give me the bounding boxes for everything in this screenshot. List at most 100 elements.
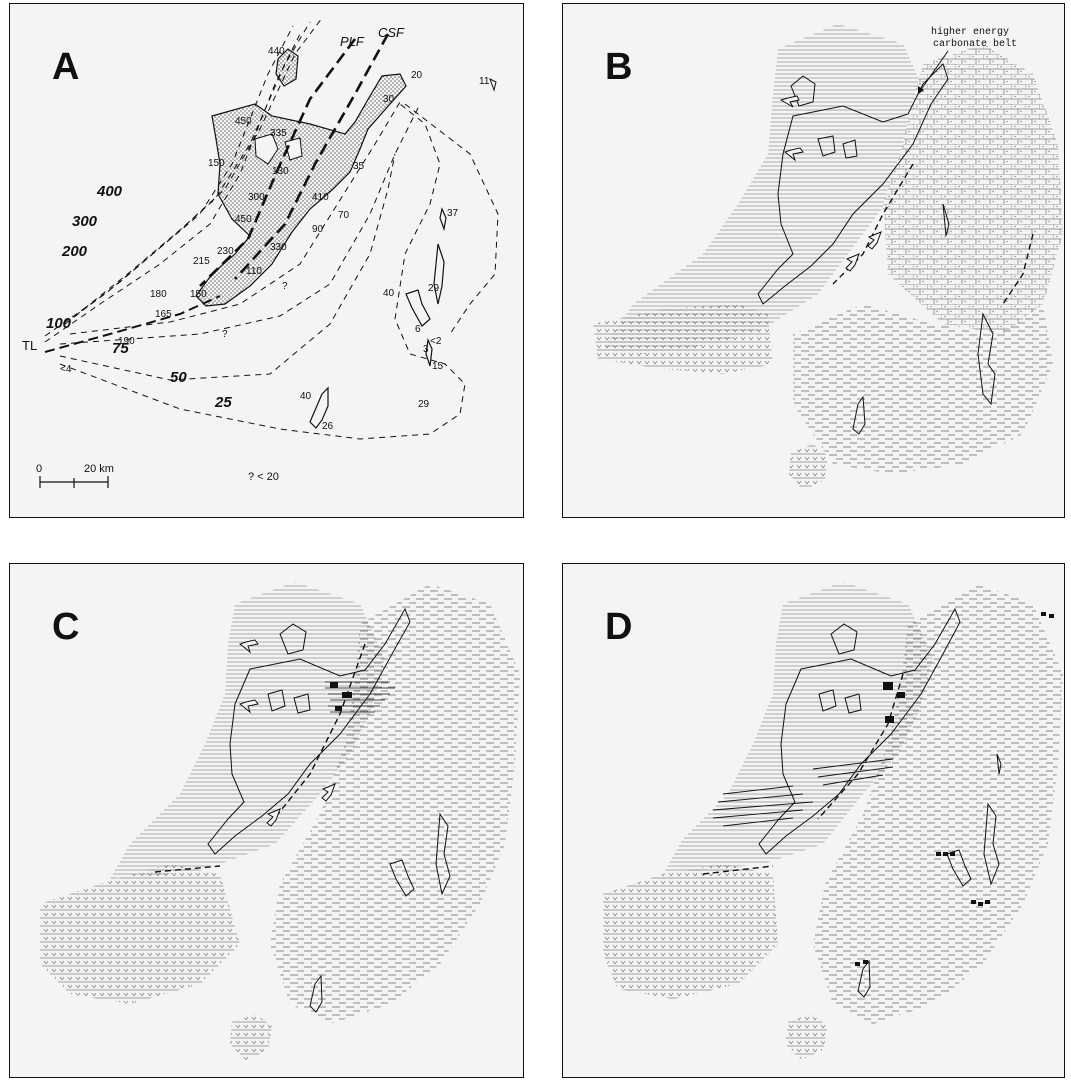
- panel-b-svg: higher energy carbonate belt: [593, 24, 1063, 490]
- carbonate-belt-annotation-line1: higher energy: [931, 26, 1009, 38]
- thickness-label: 450: [235, 116, 252, 127]
- fault-csf: [234, 33, 390, 280]
- contour-label-400: 400: [96, 183, 123, 200]
- fault-label-csf: CSF: [378, 25, 405, 40]
- panel-label-c: C: [52, 606, 80, 648]
- panel-c-svg: [40, 582, 520, 1060]
- panel-a-map: A: [9, 3, 524, 518]
- thickness-label: 20: [411, 70, 423, 81]
- south-patch: [230, 1014, 272, 1060]
- thickness-label: 40: [300, 391, 312, 402]
- outcrop-outlines: [758, 607, 1002, 998]
- outcrop-hole-2: [284, 137, 303, 161]
- carbonate-belt: [883, 44, 1063, 334]
- panel-label-a: A: [52, 46, 80, 88]
- outcrop-south: [309, 386, 329, 429]
- belt-margin-faults: [702, 673, 904, 875]
- panel-d-svg: [603, 582, 1063, 1060]
- thickness-label: <2: [430, 336, 442, 347]
- thickness-label: 300: [248, 192, 265, 203]
- thickness-label: 90: [312, 224, 324, 235]
- thickness-label: ?: [282, 281, 288, 292]
- outcrop-east-1: [439, 207, 447, 232]
- outcrop-east-4: [425, 337, 433, 367]
- thickness-label: 335: [270, 128, 287, 139]
- thickness-label: 150: [190, 289, 207, 300]
- outcrop-outlines: [207, 607, 451, 1013]
- thickness-label: ?: [222, 329, 228, 340]
- thickness-label: 450: [235, 214, 252, 225]
- thickness-label: 330: [270, 242, 287, 253]
- thickness-label: 3: [423, 344, 429, 355]
- annotation-arrowhead: [918, 86, 924, 94]
- thickness-label: 30: [383, 94, 395, 105]
- thickness-label: 215: [193, 256, 210, 267]
- thickness-label: <4: [60, 364, 72, 375]
- contour-label-50: 50: [170, 369, 187, 386]
- contour-label-200: 200: [61, 243, 88, 260]
- southwest-block: [603, 864, 778, 999]
- thickness-label: 15: [432, 361, 444, 372]
- outcrop-hole-1: [254, 133, 279, 165]
- outcrop-far-east: [489, 77, 497, 92]
- thickness-label: 26: [322, 421, 334, 432]
- thickness-label: 29: [428, 283, 440, 294]
- solid-outcrops: [330, 682, 352, 711]
- annotation-pointer: [917, 50, 949, 95]
- south-patch: [789, 444, 828, 490]
- panel-label-d: D: [605, 606, 633, 648]
- fault-plf: [199, 38, 357, 287]
- current-arrows: [238, 639, 336, 827]
- fault-label-tl: TL: [22, 338, 37, 353]
- thickness-label: 37: [447, 208, 459, 219]
- lagoon-zone: [603, 24, 928, 354]
- thickness-label: 6: [415, 324, 421, 335]
- belt-margin-faults: [154, 643, 366, 873]
- thickness-label: 130: [272, 166, 289, 177]
- panel-d-map: D: [562, 563, 1065, 1078]
- thickness-label: 11: [479, 76, 490, 87]
- southwest-block: [40, 864, 240, 1004]
- carbonate-belt-annotation-line2: carbonate belt: [933, 38, 1017, 50]
- eastern-basin-zone: [793, 304, 1053, 474]
- thickness-label: 165: [155, 309, 172, 320]
- panel-label-b: B: [605, 46, 633, 88]
- thickness-label: 110: [246, 266, 262, 277]
- fault-label-plf: PLF: [340, 34, 365, 49]
- outcrop-east-3: [405, 289, 431, 327]
- contour-label-25: 25: [214, 394, 232, 411]
- thickness-label: 180: [150, 289, 167, 300]
- thickness-label: 410: [312, 192, 329, 203]
- scale-zero-label: 0: [36, 463, 42, 475]
- thickness-label: 150: [208, 158, 225, 169]
- lagoon-zone: [110, 582, 385, 879]
- thickness-label: 40: [383, 288, 395, 299]
- thickness-label: 230: [217, 246, 234, 257]
- current-arrows: [779, 95, 882, 272]
- scale-bar: 0 20 km: [36, 463, 114, 488]
- contour-label-75: 75: [112, 340, 129, 357]
- minor-outcrop-note: ? < 20: [248, 471, 279, 483]
- thickness-label: 440: [268, 46, 285, 57]
- outcrop-east-2: [433, 243, 445, 305]
- thickness-label: 190: [118, 336, 135, 347]
- fault-tl: [44, 295, 221, 353]
- south-patch: [785, 1014, 828, 1060]
- eastern-basin-zone: [270, 584, 520, 1024]
- main-outcrop-belt: [195, 73, 407, 307]
- panel-b-map: B: [562, 3, 1065, 518]
- panel-c-map: C: [9, 563, 524, 1078]
- solid-outcrops: [855, 612, 1054, 966]
- contour-label-300: 300: [72, 213, 98, 230]
- thickness-label: 70: [338, 210, 350, 221]
- scale-distance-label: 20 km: [84, 463, 114, 475]
- eastern-basin-zone: [813, 584, 1063, 1024]
- thickness-label: 29: [418, 399, 430, 410]
- southwest-block: [593, 304, 773, 374]
- outcrop-outlines: [757, 63, 996, 435]
- isopach-contours: [44, 17, 499, 440]
- shelf-edge-lines: [712, 758, 894, 827]
- contour-label-100: 100: [46, 315, 72, 332]
- panel-a-svg: 400 300 200 100 75 50 25 PLF CSF TL 440 …: [22, 17, 499, 488]
- thickness-label: 35: [353, 161, 365, 172]
